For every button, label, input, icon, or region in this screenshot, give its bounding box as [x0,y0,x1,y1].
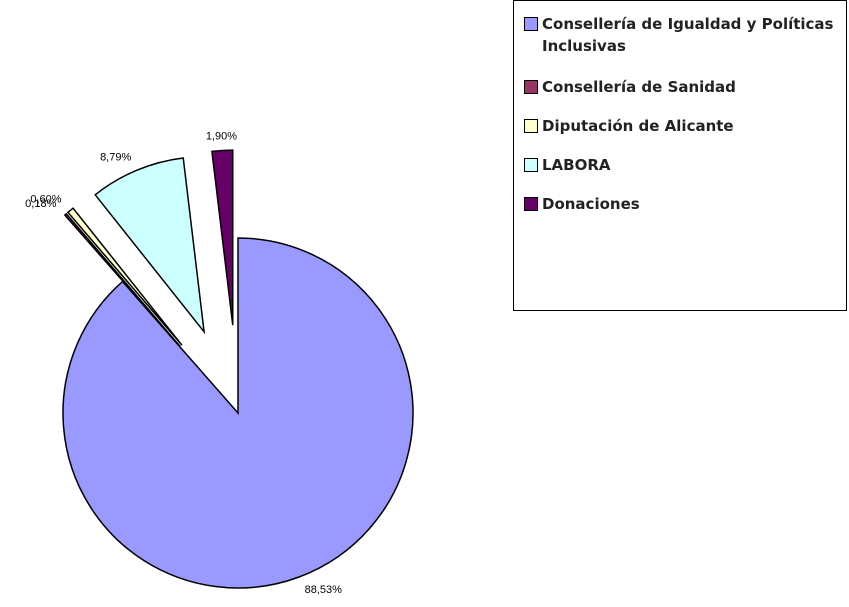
legend-label: LABORA [542,156,611,174]
legend-entry: Consellería de Igualdad y Políticas Incl… [524,13,838,57]
legend-swatch [524,158,538,172]
pie-slice [62,237,414,589]
legend-label: Donaciones [542,195,640,213]
data-label: 1,90% [206,130,237,142]
legend-swatch [524,80,538,94]
legend-entry: Diputación de Alicante [524,115,838,137]
legend-entry: Consellería de Sanidad [524,76,838,98]
legend-label: Consellería de Igualdad y Políticas Incl… [542,15,834,55]
legend-label: Consellería de Sanidad [542,78,736,96]
legend-swatch [524,197,538,211]
chart: 88,53% 0,18%0,60% 8,79% 1,90% [25,130,414,596]
legend-entry: Donaciones [524,193,838,215]
data-label: 8,79% [100,151,131,163]
legend-label: Diputación de Alicante [542,117,734,135]
legend-swatch [524,119,538,133]
pie-slice [63,212,181,348]
data-label: 0,60% [30,193,61,205]
pie-slice [211,149,234,326]
legend: Consellería de Igualdad y Políticas Incl… [513,0,847,311]
pie-slice [94,157,206,335]
legend-entry: LABORA [524,154,838,176]
data-label: 0,18% [25,198,56,210]
pie-slice [66,207,183,346]
data-label: 88,53% [305,584,343,596]
legend-swatch [524,17,538,31]
